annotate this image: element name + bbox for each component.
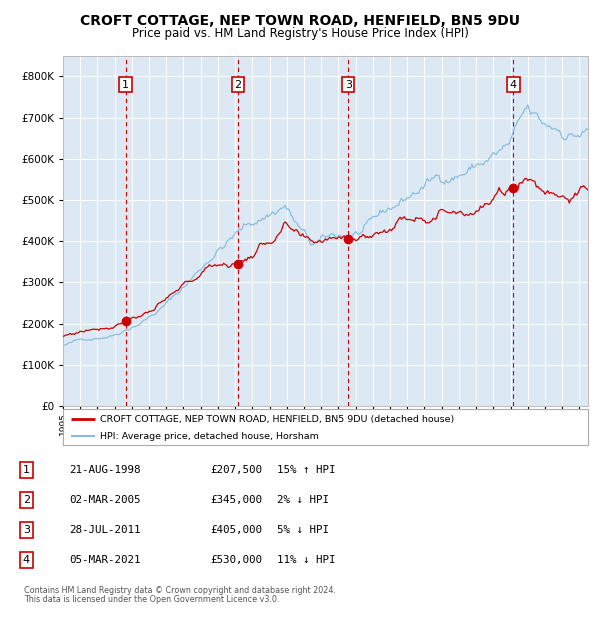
Text: 2: 2	[235, 79, 242, 90]
Text: 02-MAR-2005: 02-MAR-2005	[70, 495, 141, 505]
Text: 5% ↓ HPI: 5% ↓ HPI	[277, 525, 329, 535]
Text: 2% ↓ HPI: 2% ↓ HPI	[277, 495, 329, 505]
Text: CROFT COTTAGE, NEP TOWN ROAD, HENFIELD, BN5 9DU (detached house): CROFT COTTAGE, NEP TOWN ROAD, HENFIELD, …	[100, 415, 454, 423]
Text: HPI: Average price, detached house, Horsham: HPI: Average price, detached house, Hors…	[100, 432, 319, 441]
Text: £405,000: £405,000	[211, 525, 263, 535]
Text: Contains HM Land Registry data © Crown copyright and database right 2024.: Contains HM Land Registry data © Crown c…	[24, 586, 336, 595]
Text: 1: 1	[122, 79, 129, 90]
Text: 2: 2	[23, 495, 30, 505]
Text: 11% ↓ HPI: 11% ↓ HPI	[277, 555, 335, 565]
Text: 3: 3	[23, 525, 30, 535]
Text: 1: 1	[23, 466, 30, 476]
Text: This data is licensed under the Open Government Licence v3.0.: This data is licensed under the Open Gov…	[24, 595, 280, 604]
Text: 15% ↑ HPI: 15% ↑ HPI	[277, 466, 335, 476]
Text: 21-AUG-1998: 21-AUG-1998	[70, 466, 141, 476]
Text: Price paid vs. HM Land Registry's House Price Index (HPI): Price paid vs. HM Land Registry's House …	[131, 27, 469, 40]
Text: CROFT COTTAGE, NEP TOWN ROAD, HENFIELD, BN5 9DU: CROFT COTTAGE, NEP TOWN ROAD, HENFIELD, …	[80, 14, 520, 28]
Text: 28-JUL-2011: 28-JUL-2011	[70, 525, 141, 535]
Text: 4: 4	[510, 79, 517, 90]
Text: £207,500: £207,500	[211, 466, 263, 476]
Text: 4: 4	[23, 555, 30, 565]
Text: £345,000: £345,000	[211, 495, 263, 505]
Text: £530,000: £530,000	[211, 555, 263, 565]
Text: 05-MAR-2021: 05-MAR-2021	[70, 555, 141, 565]
Text: 3: 3	[345, 79, 352, 90]
